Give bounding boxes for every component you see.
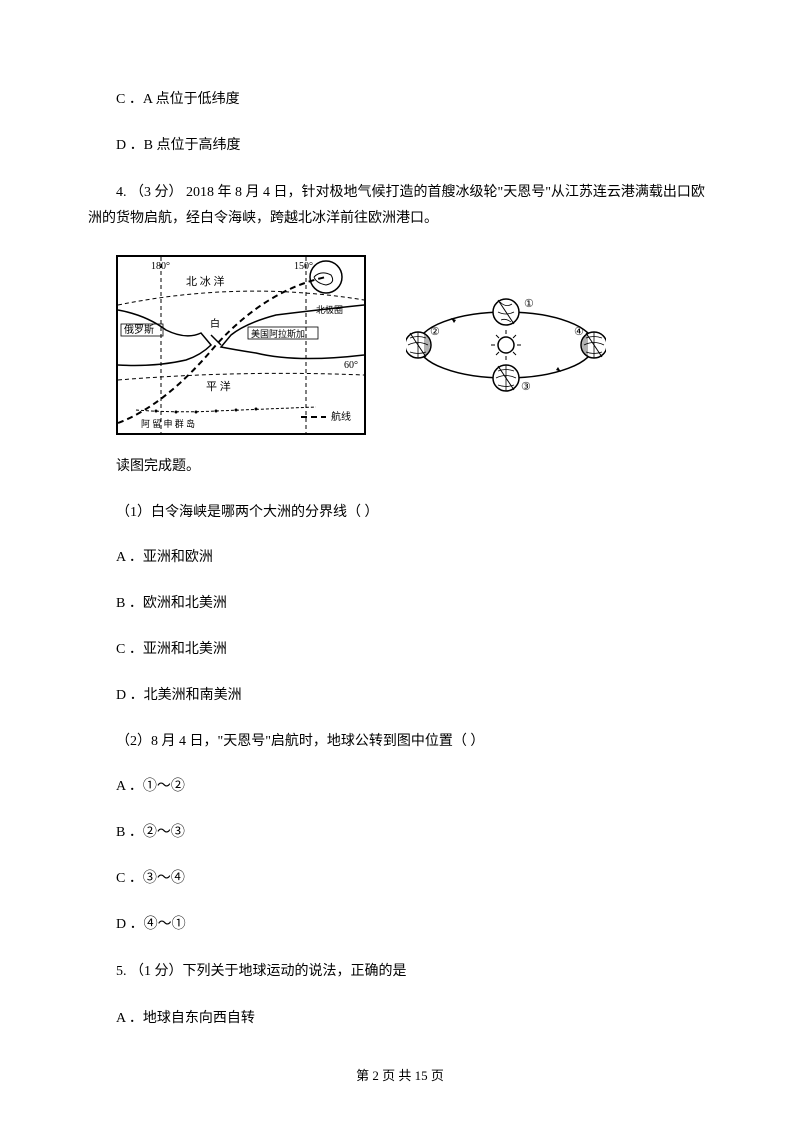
q4-sub1-b: B ．欧洲和北美洲	[88, 592, 712, 616]
orbit-label-3: ③	[521, 381, 531, 393]
bering-strait-map: 180° 150° 北 冰 洋 俄罗斯 白 北极圈 美国阿拉斯加 60° 平 洋…	[116, 255, 366, 435]
page-content: C ．A 点位于低纬度 D ．B 点位于高纬度 4. （3 分） 2018 年 …	[0, 0, 800, 1031]
label-arctic-circle: 北极圈	[316, 304, 343, 315]
label-arctic-ocean: 北 冰 洋	[186, 274, 225, 288]
label-archipelago: 阿 留 申 群 岛	[141, 418, 195, 429]
label-pacific: 平 洋	[206, 379, 231, 393]
q4-sub2-d: D ．④～①	[88, 913, 712, 937]
q4-sub2-b: B ．②～③	[88, 821, 712, 845]
earth-orbit-diagram: ① ② ③ ④	[406, 290, 606, 400]
label-150: 150°	[294, 261, 313, 272]
q5-intro: 5. （1 分）下列关于地球运动的说法，正确的是	[88, 959, 712, 986]
read-instruction: 读图完成题。	[88, 455, 712, 479]
q5-a: A ．地球自东向西自转	[88, 1007, 712, 1031]
option-c-prev: C ．A 点位于低纬度	[88, 88, 712, 112]
label-180: 180°	[151, 261, 170, 272]
q4-sub1-d: D ．北美洲和南美洲	[88, 684, 712, 708]
q4-sub2: （2）8 月 4 日，"天恩号"启航时，地球公转到图中位置（ ）	[88, 730, 712, 754]
option-d-prev: D ．B 点位于高纬度	[88, 134, 712, 158]
label-60: 60°	[344, 360, 358, 371]
q4-intro: 4. （3 分） 2018 年 8 月 4 日，针对极地气候打造的首艘冰级轮"天…	[88, 180, 712, 233]
q4-sub1: （1）白令海峡是哪两个大洲的分界线（ ）	[88, 501, 712, 525]
orbit-label-1: ①	[524, 298, 534, 310]
orbit-label-4: ④	[574, 326, 584, 338]
q4-sub1-c: C ．亚洲和北美洲	[88, 638, 712, 662]
orbit-label-2: ②	[430, 326, 440, 338]
label-bai: 白	[210, 317, 220, 330]
q4-sub2-a: A ．①～②	[88, 775, 712, 799]
label-route: 航线	[331, 410, 351, 423]
page-footer: 第 2 页 共 15 页	[0, 1065, 800, 1084]
q4-sub2-c: C ．③～④	[88, 867, 712, 891]
label-alaska: 美国阿拉斯加	[251, 328, 305, 339]
images-row: 180° 150° 北 冰 洋 俄罗斯 白 北极圈 美国阿拉斯加 60° 平 洋…	[116, 255, 712, 435]
label-russia: 俄罗斯	[124, 323, 154, 336]
q4-sub1-a: A ．亚洲和欧洲	[88, 546, 712, 570]
